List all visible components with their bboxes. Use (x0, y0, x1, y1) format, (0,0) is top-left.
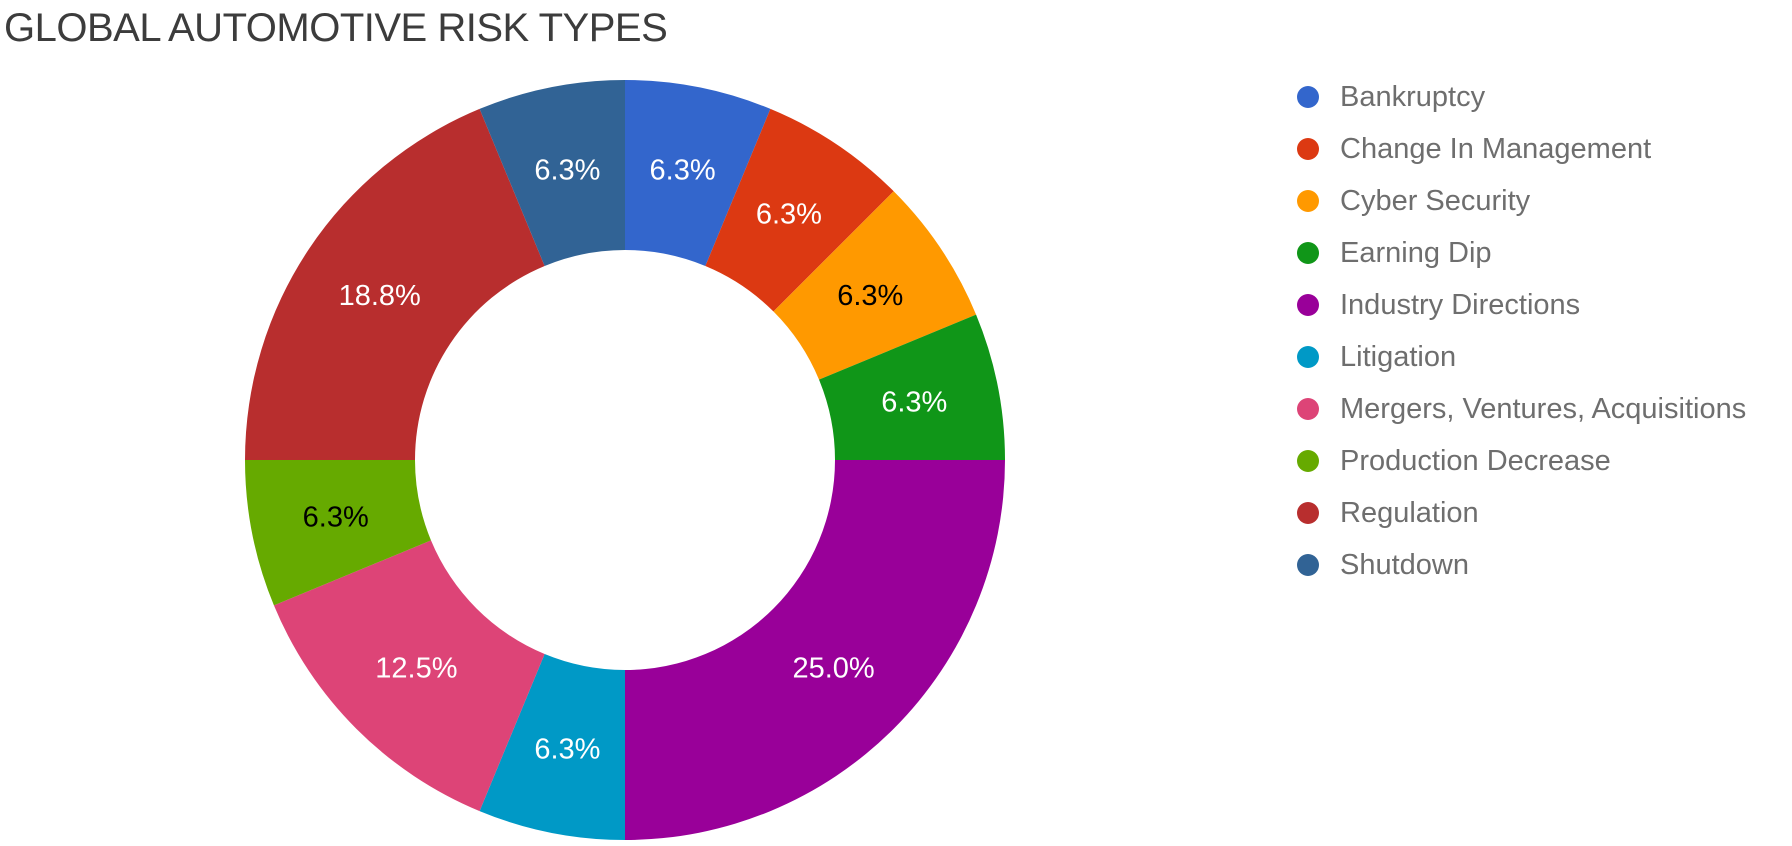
legend-color-dot-icon (1297, 138, 1319, 160)
pie-slice-earning-dip[interactable] (819, 314, 1005, 460)
pie-slice-change-in-management[interactable] (705, 108, 894, 312)
legend-item-change-in-management[interactable]: Change In Management (1297, 123, 1746, 175)
legend-label: Earning Dip (1340, 236, 1492, 269)
legend-item-production-decrease[interactable]: Production Decrease (1297, 435, 1746, 487)
legend-color-dot-icon (1297, 450, 1319, 472)
pie-slice-cyber-security[interactable] (773, 191, 977, 380)
legend-label: Production Decrease (1340, 444, 1611, 477)
legend-color-dot-icon (1297, 190, 1319, 212)
chart-title: GLOBAL AUTOMOTIVE RISK TYPES (4, 6, 668, 50)
legend-label: Litigation (1340, 340, 1457, 373)
legend-label: Industry Directions (1340, 288, 1581, 321)
legend-item-mergers-ventures-acquisitions[interactable]: Mergers, Ventures, Acquisitions (1297, 383, 1746, 435)
legend-label: Cyber Security (1340, 184, 1531, 217)
legend-color-dot-icon (1297, 554, 1319, 576)
legend-color-dot-icon (1297, 346, 1319, 368)
legend-item-industry-directions[interactable]: Industry Directions (1297, 279, 1746, 331)
pie-slice-mergers-ventures-acquisitions[interactable] (273, 540, 545, 812)
legend-color-dot-icon (1297, 294, 1319, 316)
legend-color-dot-icon (1297, 242, 1319, 264)
pie-slice-regulation[interactable] (245, 108, 545, 461)
pie-slice-production-decrease[interactable] (245, 460, 431, 606)
pie-slice-litigation[interactable] (479, 654, 625, 840)
legend: Bankruptcy Change In Management Cyber Secu… (1297, 71, 1746, 591)
legend-item-shutdown[interactable]: Shutdown (1297, 539, 1746, 591)
legend-item-earning-dip[interactable]: Earning Dip (1297, 227, 1746, 279)
legend-color-dot-icon (1297, 398, 1319, 420)
legend-label: Regulation (1340, 496, 1479, 529)
pie-slice-bankruptcy[interactable] (625, 80, 771, 266)
legend-item-bankruptcy[interactable]: Bankruptcy (1297, 71, 1746, 123)
pie-slice-industry-directions[interactable] (625, 460, 1005, 840)
legend-color-dot-icon (1297, 86, 1319, 108)
legend-item-cyber-security[interactable]: Cyber Security (1297, 175, 1746, 227)
legend-label: Mergers, Ventures, Acquisitions (1340, 392, 1747, 425)
legend-item-litigation[interactable]: Litigation (1297, 331, 1746, 383)
legend-label: Change In Management (1340, 132, 1652, 165)
legend-item-regulation[interactable]: Regulation (1297, 487, 1746, 539)
legend-label: Bankruptcy (1340, 80, 1486, 113)
pie-slice-shutdown[interactable] (479, 80, 625, 266)
legend-label: Shutdown (1340, 548, 1469, 581)
legend-color-dot-icon (1297, 502, 1319, 524)
